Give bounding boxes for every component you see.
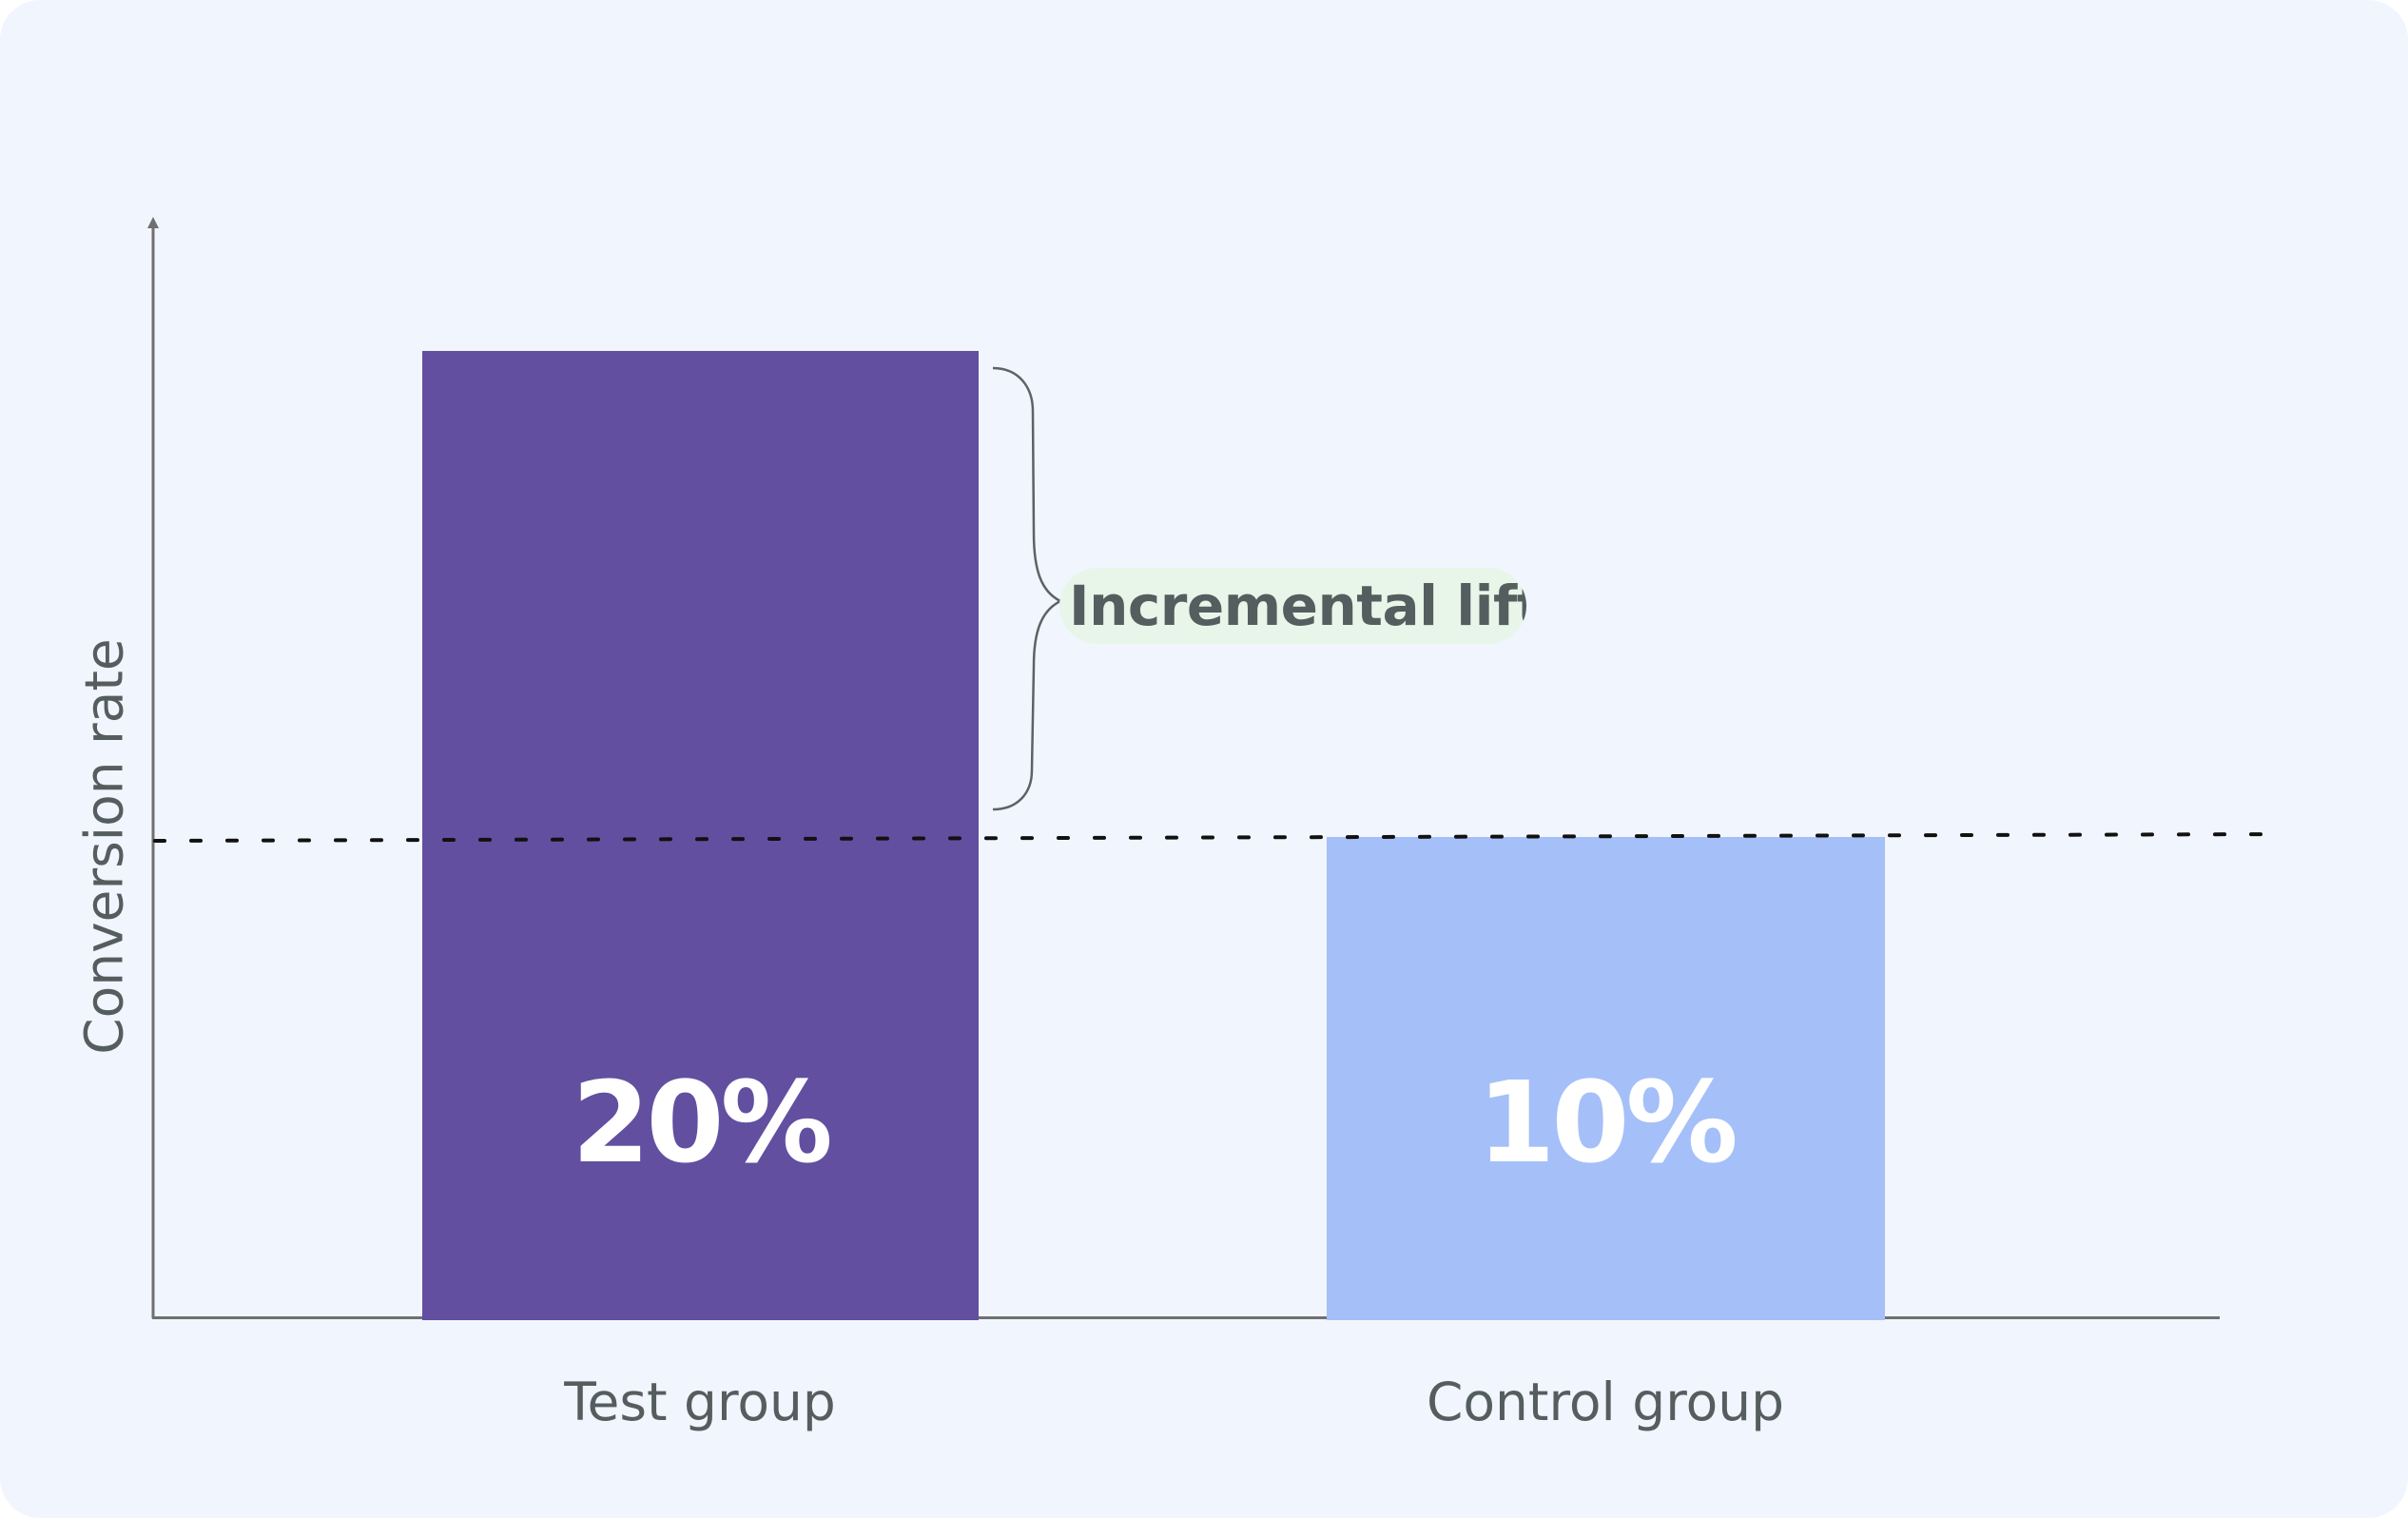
y-axis-arrow-icon [147, 217, 159, 228]
bar-control-group: 10% [1327, 837, 1885, 1320]
incremental-lift-badge: Incremental lift [1059, 568, 1526, 644]
bar-value-label: 20% [572, 1057, 832, 1188]
bar-test-group: 20% [422, 351, 979, 1320]
brace-icon [992, 366, 1063, 811]
incremental-lift-label: Incremental lift [1069, 574, 1526, 638]
category-label-test-group: Test group [564, 1372, 836, 1432]
baseline-reference-line [153, 832, 2282, 843]
bar-value-label: 10% [1477, 1057, 1738, 1188]
y-axis-label: Conversion rate [73, 638, 135, 1055]
category-label-control-group: Control group [1426, 1372, 1785, 1432]
